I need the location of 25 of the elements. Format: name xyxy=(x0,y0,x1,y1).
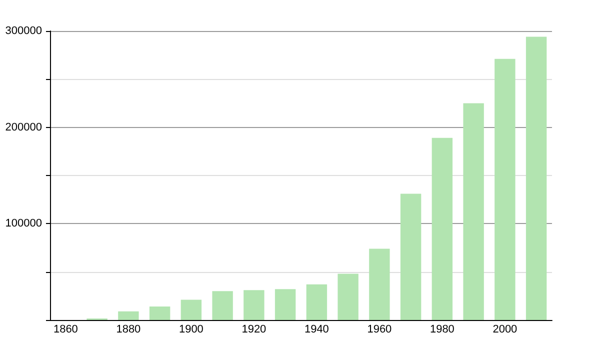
y-tick-label: 200000 xyxy=(5,121,42,134)
bar xyxy=(526,36,547,320)
x-tick-label: 1900 xyxy=(178,324,204,336)
y-tick-label: 300000 xyxy=(5,25,42,37)
bar xyxy=(494,58,516,320)
bar xyxy=(149,306,170,320)
bar xyxy=(432,138,453,320)
x-tick-label: 1960 xyxy=(367,324,392,336)
bar xyxy=(274,289,296,320)
bar xyxy=(180,300,202,320)
bar xyxy=(118,311,139,320)
x-tick-label: 1880 xyxy=(116,324,141,336)
x-tick-label: 1940 xyxy=(304,324,329,336)
bar xyxy=(244,290,264,320)
y-tick-label: 100000 xyxy=(5,218,42,230)
x-tick-label: 2000 xyxy=(492,324,518,336)
bar xyxy=(369,248,390,320)
x-tick-label: 1860 xyxy=(53,324,78,336)
bar xyxy=(212,291,233,320)
bar xyxy=(463,103,484,320)
bar xyxy=(400,194,422,320)
bar xyxy=(338,274,358,320)
x-tick-label: 1920 xyxy=(242,324,266,336)
x-tick-label: 1980 xyxy=(430,324,454,336)
bar xyxy=(306,284,328,320)
